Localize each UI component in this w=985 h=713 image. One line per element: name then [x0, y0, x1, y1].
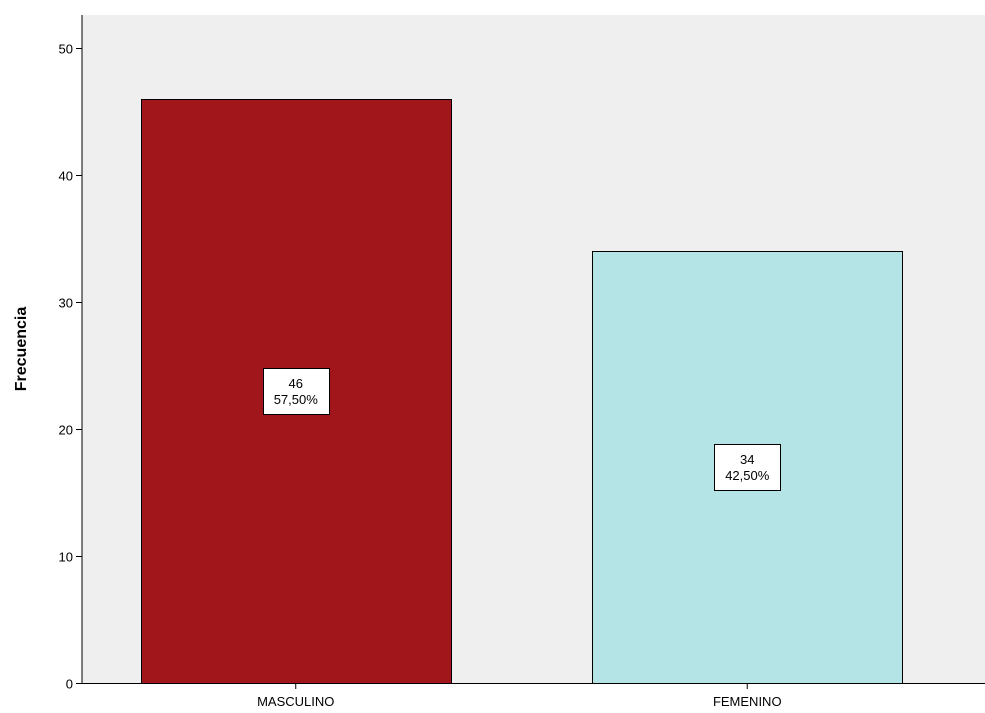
data-label-box [263, 368, 330, 415]
y-tick-label: 40 [59, 169, 73, 184]
data-label-box [714, 444, 781, 491]
x-tick-label: MASCULINO [257, 694, 334, 709]
data-label-percent: 57,50% [274, 392, 319, 407]
y-tick-label: 50 [59, 42, 73, 57]
y-tick-label: 0 [66, 677, 73, 692]
data-label-count: 46 [289, 376, 303, 391]
y-tick-label: 20 [59, 423, 73, 438]
y-tick-label: 10 [59, 550, 73, 565]
y-axis: 0 10 20 30 40 50 [59, 15, 83, 692]
y-tick-label: 30 [59, 296, 73, 311]
x-tick-label: FEMENINO [713, 694, 782, 709]
data-label-percent: 42,50% [725, 468, 770, 483]
data-label-count: 34 [740, 452, 754, 467]
x-axis: MASCULINO FEMENINO [82, 683, 985, 709]
y-axis-title: Frecuencia [13, 307, 30, 392]
